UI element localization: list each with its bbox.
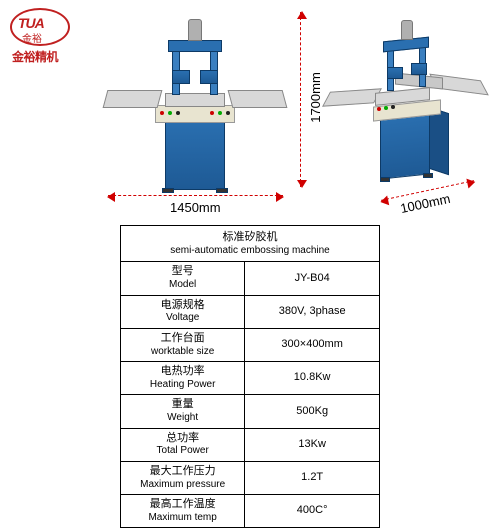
table-row: 最大工作压力Maximum pressure 1.2T (121, 461, 380, 494)
table-row: 总功率Total Power 13Kw (121, 428, 380, 461)
dim-height-line (300, 12, 302, 187)
machine-front-view (100, 15, 300, 195)
spec-title: 标准矽胶机 semi-automatic embossing machine (121, 226, 380, 262)
logo-oval: TUA 金裕 (10, 8, 70, 46)
dim-width-label: 1450mm (170, 200, 221, 215)
spec-title-cn: 标准矽胶机 (127, 230, 373, 244)
spec-title-en: semi-automatic embossing machine (127, 244, 373, 257)
table-row: 重量Weight 500Kg (121, 395, 380, 428)
logo-latin: TUA (18, 15, 44, 31)
logo-cn-inner: 金裕 (22, 30, 42, 45)
machine-perspective-view (325, 15, 495, 195)
spec-table: 标准矽胶机 semi-automatic embossing machine 型… (120, 225, 380, 528)
dim-width-line (108, 195, 283, 196)
brand-logo: TUA 金裕 金裕精机 (10, 8, 100, 63)
table-row: 电热功率Heating Power 10.8Kw (121, 362, 380, 395)
table-row: 工作台面worktable size 300×400mm (121, 328, 380, 361)
spec-rows: 型号Model JY-B04 电源规格Voltage 380V, 3phase … (121, 262, 380, 528)
dim-height-label: 1700mm (308, 72, 323, 123)
table-row: 型号Model JY-B04 (121, 262, 380, 295)
logo-cn-sub: 金裕精机 (12, 48, 58, 65)
figure-area: 1700mm 1450mm 1000mm (100, 10, 490, 220)
table-row: 电源规格Voltage 380V, 3phase (121, 295, 380, 328)
